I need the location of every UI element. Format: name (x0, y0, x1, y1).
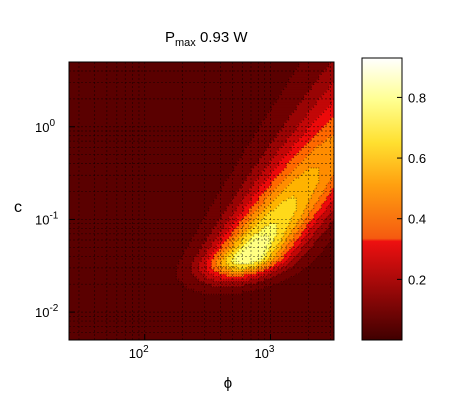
title-main: P (165, 29, 175, 46)
colorbar-gradient (361, 57, 403, 341)
colorbar: 0.2 0.4 0.6 0.8 (361, 57, 426, 341)
x-tick-label: 102 (129, 344, 149, 361)
x-tick-label: 103 (254, 344, 274, 361)
y-axis-label: c (14, 199, 22, 216)
plot-frame (68, 61, 335, 341)
svg-text:Pmax 0.93 W: Pmax 0.93 W (165, 29, 248, 49)
title-rest: 0.93 W (196, 29, 249, 46)
x-axis-label: ϕ (224, 375, 232, 392)
y-axis-ticks: 10-2 10-1 100 (35, 118, 75, 320)
plot-area: 102 103 10-2 10-1 100 (35, 61, 335, 361)
y-tick-label: 10-1 (35, 210, 59, 227)
x-axis-ticks: 102 103 (129, 334, 275, 361)
colorbar-tick-label: 0.6 (408, 151, 426, 166)
y-tick-label: 10-2 (35, 303, 59, 320)
contour-fills (175, 62, 334, 295)
title-subscript: max (175, 37, 196, 49)
colorbar-ticks: 0.2 0.4 0.6 0.8 (397, 90, 426, 287)
colorbar-tick-label: 0.8 (408, 90, 426, 105)
colorbar-tick-label: 0.2 (408, 272, 426, 287)
chart-title: Pmax 0.93 W (165, 29, 248, 49)
colorbar-tick-label: 0.4 (408, 212, 426, 227)
y-tick-label: 100 (35, 118, 55, 135)
grid-lines (69, 62, 334, 340)
